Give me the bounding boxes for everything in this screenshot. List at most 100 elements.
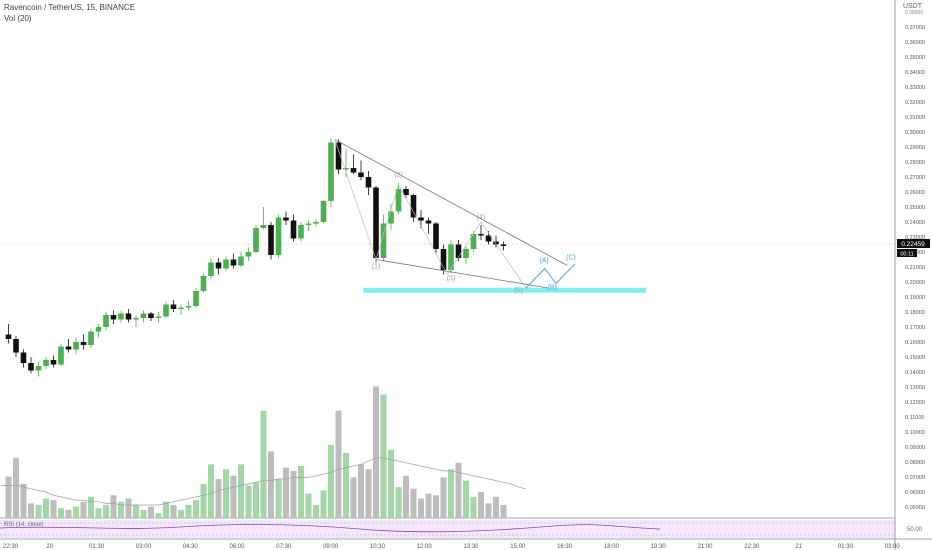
candle	[403, 186, 409, 198]
candle-body	[418, 217, 424, 221]
price-axis-label: 0.16000	[905, 340, 925, 346]
candle-body	[290, 220, 297, 239]
time-axis-label: 20	[46, 544, 53, 550]
candle-body	[268, 225, 274, 255]
candle-body	[50, 360, 57, 365]
candle	[223, 256, 229, 272]
wave-label: (4)	[477, 214, 486, 221]
volume-bar	[335, 410, 342, 518]
time-axis-label: 19:30	[651, 544, 667, 550]
time-axis[interactable]: 22:30 20 01:30 03:00 04:30 06:00 07:30 09:00 10:…	[3, 544, 900, 550]
rsi-indicator-label[interactable]: RSI (14, close)	[4, 522, 44, 528]
candle	[478, 225, 484, 240]
candle-body	[208, 262, 214, 276]
time-axis-label: 01:30	[89, 544, 105, 550]
candle-body	[200, 276, 207, 291]
wave-label: (3)	[447, 276, 456, 283]
price-axis-top-label: 0.38000	[905, 10, 923, 16]
candle	[305, 220, 312, 231]
trendline	[375, 259, 549, 289]
candle-body	[463, 249, 469, 258]
candle	[260, 207, 267, 230]
volume-ma-line	[1, 457, 527, 506]
volume-bar	[103, 505, 109, 518]
candle-body	[500, 244, 507, 246]
price-axis-label: 0.20000	[905, 280, 925, 286]
projection-path	[525, 263, 576, 289]
volume-bar	[448, 469, 454, 518]
volume-bar	[65, 509, 72, 518]
price-axis[interactable]: 0.38000 0.37000 0.36000 0.35000 0.34000 0.330…	[905, 10, 925, 511]
price-axis-label: 0.27000	[905, 175, 925, 181]
candle	[58, 343, 64, 366]
candle	[448, 240, 454, 273]
volume-bar	[305, 493, 312, 518]
candle-body	[5, 334, 12, 339]
price-axis-label: 0.05000	[905, 505, 925, 511]
volume-bar	[133, 505, 139, 518]
candle-body	[133, 318, 139, 320]
price-axis-label: 0.15000	[905, 355, 925, 361]
price-axis-label: 0.37000	[905, 25, 925, 31]
price-axis-label: 0.19000	[905, 295, 925, 301]
volume-bar	[215, 479, 222, 518]
price-axis-label: 0.12000	[905, 400, 925, 406]
time-axis-label: 13:30	[463, 544, 479, 550]
candle	[148, 312, 154, 321]
candle	[13, 336, 19, 357]
time-axis-label: 06:00	[229, 544, 245, 550]
candle	[290, 214, 297, 242]
price-axis-label: 0.07000	[905, 475, 925, 481]
rsi-level-label: 50.00	[907, 527, 923, 533]
candle-body	[185, 306, 192, 308]
volume-bar	[178, 509, 184, 518]
candle	[440, 244, 447, 275]
candle-body	[140, 313, 147, 318]
candle-body	[470, 234, 477, 249]
volume-bar	[230, 475, 237, 518]
volume-bar	[320, 490, 327, 518]
candle	[215, 258, 222, 275]
volume-indicator-label[interactable]: Vol (20)	[4, 14, 32, 23]
time-axis-label: 16:30	[557, 544, 573, 550]
time-axis-label: 03:00	[885, 544, 901, 550]
volume-bar	[425, 493, 432, 518]
volume-bar	[395, 487, 402, 518]
volume-bar	[403, 475, 409, 518]
projection-label: (C)	[566, 255, 576, 262]
time-axis-label: 21	[795, 544, 802, 550]
time-axis-label: 01:30	[838, 544, 854, 550]
candle-body	[230, 259, 237, 266]
volume-bar	[245, 485, 252, 518]
candle-body	[305, 223, 312, 225]
volume-bar	[208, 464, 214, 518]
candle	[125, 309, 132, 323]
candle-body	[103, 315, 109, 327]
symbol-title[interactable]: Ravencoin / TetherUS, 15, BINANCE	[4, 3, 136, 12]
svg-text:0.22459: 0.22459	[901, 241, 925, 248]
candle-body	[80, 342, 87, 345]
volume-bar	[500, 505, 507, 518]
volume-bar	[463, 480, 469, 518]
candle-body	[110, 315, 117, 320]
candle-body	[403, 189, 409, 195]
volume-bar	[238, 464, 244, 518]
candle	[433, 222, 439, 254]
volume-bar	[50, 500, 57, 518]
price-axis-label: 0.09000	[905, 445, 925, 451]
candle	[238, 252, 244, 267]
volume-bar	[290, 470, 297, 518]
candle	[253, 225, 259, 254]
candle-body	[358, 172, 364, 177]
volume-bar	[35, 505, 42, 518]
candle-body	[215, 262, 222, 269]
candle-body	[320, 201, 327, 222]
candle	[275, 214, 282, 258]
candle-body	[43, 360, 49, 366]
candle-body	[88, 331, 94, 345]
volume-bar	[365, 469, 372, 518]
time-axis-label: 22:30	[3, 544, 19, 550]
volume-bar	[118, 501, 124, 518]
candle	[28, 357, 34, 374]
